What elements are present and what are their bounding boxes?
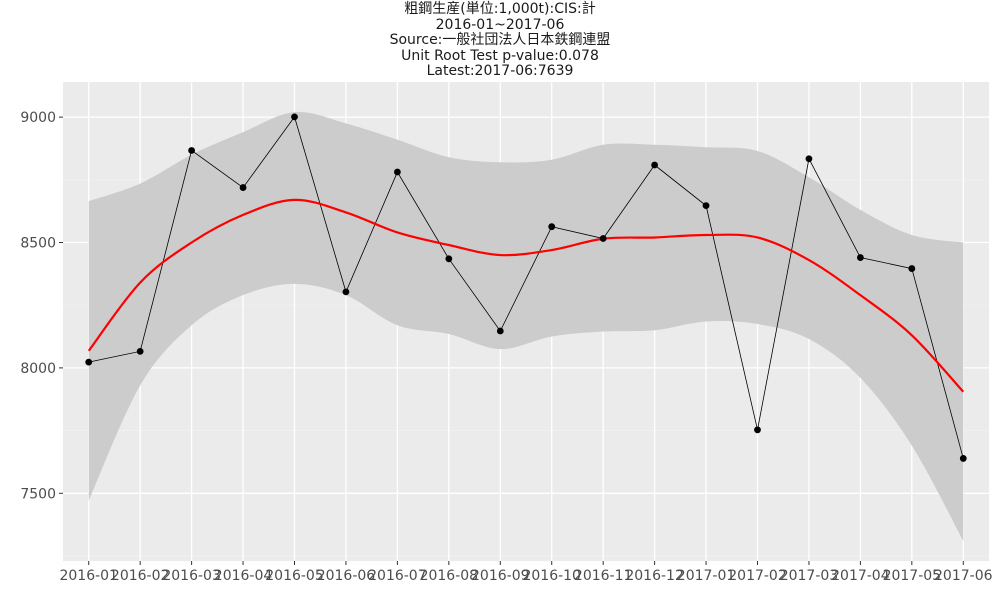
- x-tick-label: 2017-02: [728, 568, 787, 584]
- y-tick-label: 7500: [20, 486, 56, 502]
- y-tick-label: 8000: [20, 361, 56, 377]
- data-point: [805, 155, 813, 163]
- x-tick-label: 2016-11: [574, 568, 633, 584]
- axes: 75008000850090002016-012016-022016-03201…: [20, 110, 992, 584]
- x-tick-label: 2016-05: [265, 568, 324, 584]
- chart-title: 粗鋼生産(単位:1,000t):CIS:計 2016-01~2017-06 So…: [0, 1, 1000, 80]
- x-tick-label: 2017-01: [677, 568, 736, 584]
- data-point: [342, 288, 350, 296]
- data-point: [599, 235, 607, 242]
- data-point: [136, 347, 144, 355]
- title-line-2: 2016-01~2017-06: [435, 16, 565, 33]
- confidence-band: [88, 111, 964, 541]
- x-tick-label: 2016-09: [471, 568, 530, 584]
- x-tick-label: 2016-08: [420, 568, 479, 584]
- smooth-trend: [87, 198, 965, 393]
- data-point: [959, 455, 967, 462]
- data-point: [651, 161, 659, 169]
- x-tick-label: 2016-02: [111, 568, 170, 584]
- x-tick-label: 2017-03: [780, 568, 839, 584]
- data-point: [548, 223, 556, 231]
- title-line-5: Latest:2017-06:7639: [426, 63, 574, 79]
- data-point: [445, 255, 453, 263]
- series-line: [88, 115, 964, 459]
- data-point: [188, 147, 196, 154]
- x-tick-label: 2016-04: [214, 568, 273, 584]
- x-tick-label: 2017-06: [934, 568, 993, 584]
- x-tick-label: 2017-04: [831, 568, 890, 584]
- data-series: [88, 115, 964, 459]
- title-line-1: 粗鋼生産(単位:1,000t):CIS:計: [404, 1, 596, 17]
- data-point: [393, 168, 401, 176]
- data-point: [291, 113, 298, 121]
- x-tick-label: 2017-05: [883, 568, 942, 584]
- data-point: [754, 426, 761, 434]
- data-point: [702, 202, 710, 210]
- title-line-4: Unit Root Test p-value:0.078: [401, 47, 599, 64]
- x-tick-label: 2016-12: [625, 568, 684, 584]
- smooth-trend-line: [87, 198, 965, 393]
- x-tick-label: 2016-10: [522, 568, 581, 584]
- x-tick-label: 2016-03: [162, 568, 221, 584]
- x-tick-label: 2016-06: [317, 568, 376, 584]
- title-line-3: Source:一般社団法人日本鉄鋼連盟: [389, 32, 611, 48]
- data-point: [239, 184, 247, 191]
- data-point: [496, 327, 504, 335]
- x-tick-label: 2016-07: [368, 568, 427, 584]
- y-tick-label: 8500: [20, 236, 56, 252]
- data-point: [908, 265, 916, 272]
- data-point: [856, 254, 864, 261]
- x-tick-label: 2016-01: [59, 568, 118, 584]
- confidence-band-area: [88, 111, 964, 541]
- y-tick-label: 9000: [20, 110, 56, 126]
- data-point: [85, 358, 93, 366]
- data-points: [85, 113, 967, 462]
